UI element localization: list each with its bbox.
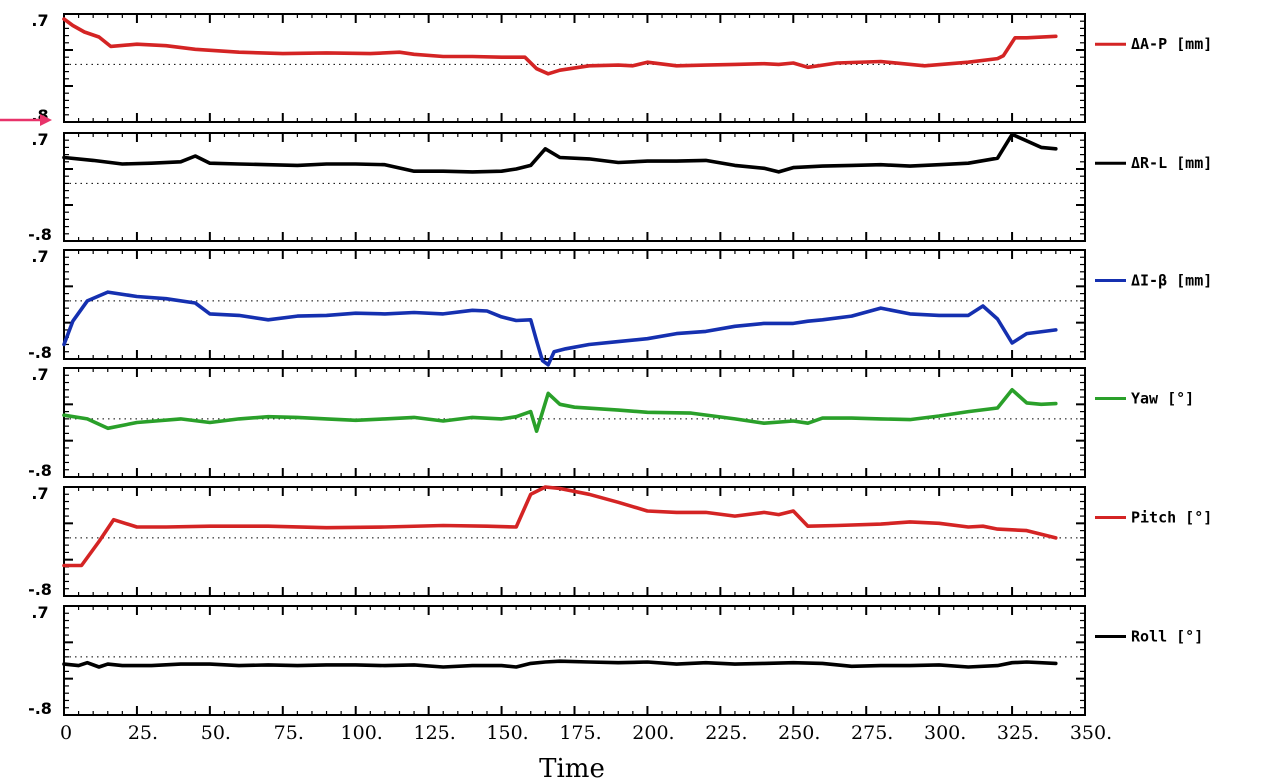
x-tick-label: 200.	[632, 722, 674, 744]
x-tick-label: 75.	[274, 722, 304, 744]
series-line	[62, 485, 1058, 568]
panel-2: .7 -.8 ΔR-L [mm]	[28, 130, 1212, 244]
x-tick-label: 275.	[851, 722, 893, 744]
series-line	[62, 387, 1058, 434]
y-tick-label-bottom: -.8	[28, 461, 52, 480]
x-axis-title: Time	[539, 754, 605, 780]
panel-frame	[63, 486, 1086, 597]
legend-label: Pitch [°]	[1131, 509, 1212, 527]
panel-frame	[63, 249, 1086, 360]
x-tick-label: 0	[60, 722, 72, 744]
legend-label: ΔR-L [mm]	[1131, 154, 1212, 172]
x-tick-label: 100.	[341, 722, 383, 744]
y-tick-label-top: .7	[31, 603, 48, 622]
x-tick-label: 125.	[413, 722, 455, 744]
y-tick-label-bottom: -.8	[28, 343, 52, 362]
annotation-arrow	[0, 114, 52, 126]
x-tick-label: 350.	[1070, 722, 1112, 744]
y-tick-label-top: .7	[31, 11, 48, 30]
x-tick-label: 25.	[128, 722, 158, 744]
x-tick-label: 225.	[705, 722, 747, 744]
y-tick-label-top: .7	[31, 365, 48, 384]
y-tick-label-bottom: -.8	[28, 699, 52, 718]
x-tick-label: 300.	[924, 722, 966, 744]
series-line	[62, 659, 1058, 669]
x-tick-label: 325.	[997, 722, 1039, 744]
x-tick-label: 175.	[559, 722, 601, 744]
y-tick-label-top: .7	[31, 247, 48, 266]
y-tick-label-bottom: -.8	[28, 580, 52, 599]
x-tick-label: 50.	[201, 722, 231, 744]
x-tick-label: 150.	[486, 722, 528, 744]
panel-4: .7 -.8 Yaw [°]	[28, 365, 1194, 480]
series-line	[62, 290, 1058, 367]
x-tick-label: 250.	[778, 722, 820, 744]
y-tick-label-top: .7	[31, 484, 48, 503]
y-tick-label-bottom: -.8	[28, 225, 52, 244]
panel-frame	[63, 132, 1086, 242]
y-tick-label-top: .7	[31, 130, 48, 149]
legend-label: ΔA-P [mm]	[1131, 35, 1212, 53]
panels-group: .7.8ΔA-P [mm].7-.8ΔR-L [mm].7-.8ΔI-β [mm…	[28, 11, 1212, 718]
x-axis: 0 25. 50. 75. 100. 125. 150. 175. 200. 225. 250. 27…	[60, 722, 1112, 744]
series-line	[62, 132, 1058, 174]
panel-5: .7 -.8 Pitch [°]	[28, 484, 1212, 599]
series-line	[62, 17, 1058, 76]
legend-label: Yaw [°]	[1131, 390, 1194, 408]
legend-label: ΔI-β [mm]	[1131, 272, 1212, 290]
panel-6: .7 -.8 Roll [°]	[28, 603, 1203, 718]
panel-3: .7 -.8 ΔI-β [mm]	[28, 247, 1212, 367]
legend-label: Roll [°]	[1131, 628, 1203, 646]
panel-1: .7.8ΔA-P [mm]	[31, 11, 1212, 125]
